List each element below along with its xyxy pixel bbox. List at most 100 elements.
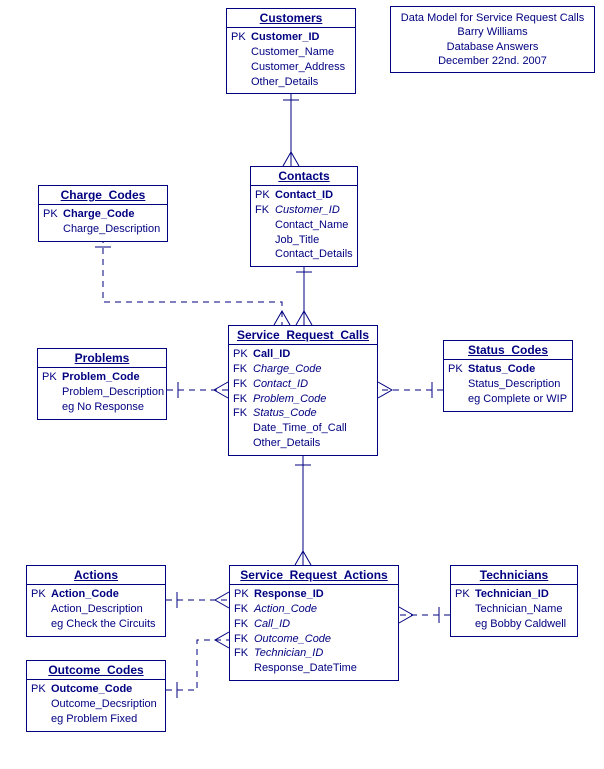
attr-key xyxy=(231,436,253,451)
entity-outcome_codes: Outcome_CodesPKOutcome_CodeOutcome_Decsr… xyxy=(26,660,166,732)
entity-body: PKOutcome_CodeOutcome_Decsriptioneg Prob… xyxy=(27,680,165,731)
entity-body: PKCharge_CodeCharge_Description xyxy=(39,205,167,241)
attr-row: Customer_Name xyxy=(229,45,353,60)
attr-key xyxy=(231,421,253,436)
entity-service_request_calls: Service_Request_CallsPKCall_IDFKCharge_C… xyxy=(228,325,378,456)
entity-title: Charge_Codes xyxy=(39,186,167,205)
entity-body: PKStatus_CodeStatus_Descriptioneg Comple… xyxy=(444,360,572,411)
attr-key: FK xyxy=(253,203,275,218)
entity-title: Problems xyxy=(38,349,166,368)
entity-title: Outcome_Codes xyxy=(27,661,165,680)
attr-name: Technician_ID xyxy=(254,646,396,661)
attr-key xyxy=(29,602,51,617)
attr-row: FKAction_Code xyxy=(232,602,396,617)
attr-key: FK xyxy=(232,617,254,632)
attr-name: eg No Response xyxy=(62,400,164,415)
entity-customers: Customers PKCustomer_IDCustomer_NameCusto… xyxy=(226,8,356,94)
attr-row: Action_Description xyxy=(29,602,163,617)
attr-name: eg Check the Circuits xyxy=(51,617,163,632)
attr-row: PKStatus_Code xyxy=(446,362,570,377)
attr-key xyxy=(229,60,251,75)
attr-name: Contact_ID xyxy=(275,188,355,203)
attr-name: Problem_Code xyxy=(62,370,164,385)
attr-key: PK xyxy=(453,587,475,602)
entity-title: Contacts xyxy=(251,167,357,186)
attr-name: eg Complete or WIP xyxy=(468,392,570,407)
attr-row: Charge_Description xyxy=(41,222,165,237)
attr-key: FK xyxy=(232,602,254,617)
attr-key: FK xyxy=(231,392,253,407)
attr-row: PKCall_ID xyxy=(231,347,375,362)
attr-key: PK xyxy=(40,370,62,385)
entity-charge_codes: Charge_CodesPKCharge_CodeCharge_Descript… xyxy=(38,185,168,242)
attr-row: eg Check the Circuits xyxy=(29,617,163,632)
entity-body: PKCall_IDFKCharge_CodeFKContact_IDFKProb… xyxy=(229,345,377,455)
attr-row: FKContact_ID xyxy=(231,377,375,392)
attr-name: eg Bobby Caldwell xyxy=(475,617,575,632)
attr-key xyxy=(232,661,254,676)
attr-name: Status_Code xyxy=(468,362,570,377)
attr-name: Date_Time_of_Call xyxy=(253,421,375,436)
attr-name: Other_Details xyxy=(251,75,353,90)
attr-row: eg No Response xyxy=(40,400,164,415)
attr-name: Charge_Code xyxy=(253,362,375,377)
attr-key: PK xyxy=(446,362,468,377)
attr-row: PKOutcome_Code xyxy=(29,682,163,697)
attr-row: Status_Description xyxy=(446,377,570,392)
attr-row: Outcome_Decsription xyxy=(29,697,163,712)
attr-key: FK xyxy=(231,406,253,421)
attr-row: eg Problem Fixed xyxy=(29,712,163,727)
attr-name: Contact_Details xyxy=(275,247,355,262)
attr-key: PK xyxy=(253,188,275,203)
attr-row: FKStatus_Code xyxy=(231,406,375,421)
attr-row: PKCustomer_ID xyxy=(229,30,353,45)
attr-row: PKCharge_Code xyxy=(41,207,165,222)
entity-title: Service_Request_Actions xyxy=(230,566,398,585)
attr-name: Job_Title xyxy=(275,233,355,248)
attr-row: eg Bobby Caldwell xyxy=(453,617,575,632)
attr-name: Customer_Name xyxy=(251,45,353,60)
attr-row: Job_Title xyxy=(253,233,355,248)
attr-name: Response_DateTime xyxy=(254,661,396,676)
entity-actions: ActionsPKAction_CodeAction_Descriptioneg… xyxy=(26,565,166,637)
attr-name: Action_Description xyxy=(51,602,163,617)
entity-title: Service_Request_Calls xyxy=(229,326,377,345)
attr-name: Customer_ID xyxy=(251,30,353,45)
attr-name: Outcome_Code xyxy=(254,632,396,647)
attr-name: Technician_Name xyxy=(475,602,575,617)
title-box: Data Model for Service Request Calls Bar… xyxy=(390,6,595,73)
attr-row: Contact_Details xyxy=(253,247,355,262)
title-line-2: Barry Williams xyxy=(397,25,588,39)
attr-row: PKAction_Code xyxy=(29,587,163,602)
attr-row: FKTechnician_ID xyxy=(232,646,396,661)
attr-row: PKResponse_ID xyxy=(232,587,396,602)
attr-key: FK xyxy=(232,646,254,661)
attr-row: PKTechnician_ID xyxy=(453,587,575,602)
attr-name: Status_Code xyxy=(253,406,375,421)
entity-body: PKResponse_IDFKAction_CodeFKCall_IDFKOut… xyxy=(230,585,398,680)
attr-key xyxy=(29,712,51,727)
attr-key: PK xyxy=(229,30,251,45)
attr-name: Technician_ID xyxy=(475,587,575,602)
entity-body: PKProblem_CodeProblem_Descriptioneg No R… xyxy=(38,368,166,419)
attr-row: Problem_Description xyxy=(40,385,164,400)
attr-row: Other_Details xyxy=(229,75,353,90)
attr-key xyxy=(40,400,62,415)
attr-name: Charge_Description xyxy=(63,222,165,237)
attr-key xyxy=(253,247,275,262)
attr-row: Technician_Name xyxy=(453,602,575,617)
attr-key xyxy=(40,385,62,400)
entity-body: PKTechnician_IDTechnician_Nameeg Bobby C… xyxy=(451,585,577,636)
attr-row: PKProblem_Code xyxy=(40,370,164,385)
title-line-4: December 22nd. 2007 xyxy=(397,54,588,68)
attr-key: PK xyxy=(232,587,254,602)
attr-name: Outcome_Decsription xyxy=(51,697,163,712)
entity-body: PKContact_IDFKCustomer_IDContact_NameJob… xyxy=(251,186,357,266)
attr-key xyxy=(29,617,51,632)
attr-key: FK xyxy=(232,632,254,647)
attr-name: Call_ID xyxy=(253,347,375,362)
entity-title: Customers xyxy=(227,9,355,28)
attr-name: Charge_Code xyxy=(63,207,165,222)
attr-key xyxy=(229,45,251,60)
entity-status_codes: Status_CodesPKStatus_CodeStatus_Descript… xyxy=(443,340,573,412)
